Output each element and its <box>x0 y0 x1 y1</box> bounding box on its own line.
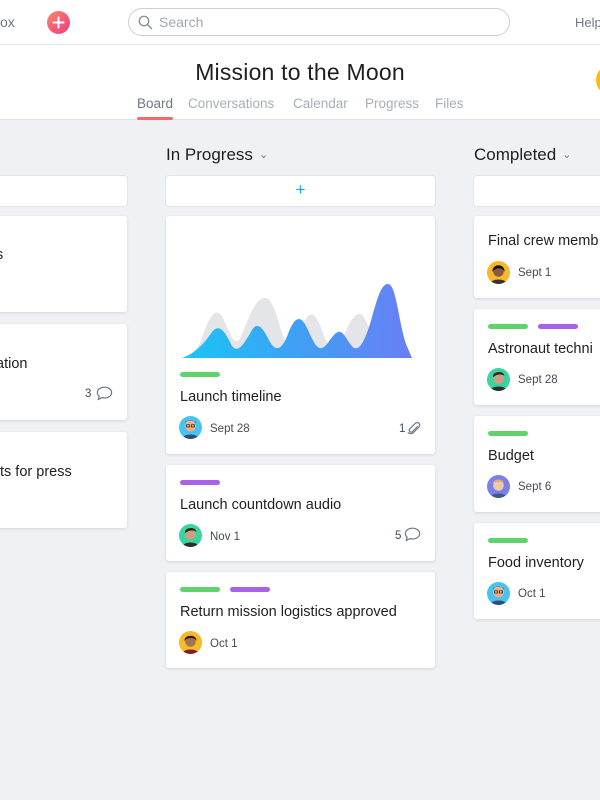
left-card-3[interactable]: ts for press <box>0 432 127 528</box>
project-title: Mission to the Moon <box>195 59 405 85</box>
search-bar[interactable] <box>128 8 510 36</box>
tag-green <box>488 324 528 329</box>
avatar[interactable] <box>487 368 510 391</box>
avatar[interactable] <box>487 261 510 284</box>
plus-icon <box>52 16 65 29</box>
tab-board[interactable]: Board <box>137 96 174 120</box>
help-link[interactable]: Help <box>575 15 600 30</box>
card-title: Return mission logistics approved <box>180 604 397 620</box>
paperclip-icon <box>407 421 421 435</box>
due-date: Sept 1 <box>518 267 552 279</box>
tab-conversations[interactable]: Conversations <box>188 96 275 111</box>
chevron-down-icon[interactable]: ⌄ <box>258 149 269 161</box>
comment-icon <box>404 527 421 542</box>
tab-calendar[interactable]: Calendar <box>293 96 348 111</box>
in-progress-add-task[interactable]: + <box>166 176 435 206</box>
avatar[interactable] <box>487 582 510 605</box>
cover-chart-image <box>182 284 412 358</box>
tag-green <box>180 372 220 377</box>
card-title: Food inventory <box>488 555 584 571</box>
column-header-in-progress[interactable]: In Progress ⌄ <box>166 145 268 165</box>
tag-purple <box>538 324 578 329</box>
search-icon <box>138 15 153 30</box>
due-date: Nov 1 <box>210 531 241 543</box>
column-title: In Progress <box>166 145 253 164</box>
project-header: Mission to the Moon Board Conversations … <box>0 45 600 120</box>
comment-icon <box>96 386 113 401</box>
card-title: Final crew memb <box>488 233 599 249</box>
due-date: Sept 6 <box>518 481 552 493</box>
quick-add-button[interactable] <box>47 11 70 34</box>
tag-green <box>488 538 528 543</box>
task-card-astronaut-training[interactable]: Astronaut techni Sept 28 <box>474 309 600 405</box>
inbox-link[interactable]: ox <box>0 14 15 30</box>
user-avatar[interactable] <box>596 65 600 95</box>
card-title: ation <box>0 356 28 372</box>
comment-count: 5 <box>395 530 402 542</box>
avatar[interactable] <box>487 475 510 498</box>
tab-files[interactable]: Files <box>435 96 464 111</box>
tag-green <box>180 587 220 592</box>
comment-count: 3 <box>85 388 92 400</box>
tab-progress[interactable]: Progress <box>365 96 420 111</box>
avatar[interactable] <box>179 524 202 547</box>
avatar[interactable] <box>179 631 202 654</box>
card-title: Astronaut techni <box>488 341 593 357</box>
task-card-budget[interactable]: Budget Sept 6 <box>474 416 600 512</box>
card-title: ts for press <box>0 464 72 480</box>
task-card-launch-timeline[interactable]: Launch timeline Sept 28 1 <box>166 216 435 454</box>
completed-add-task[interactable] <box>474 176 600 206</box>
top-bar: ox Help <box>0 0 600 45</box>
tag-purple <box>180 480 220 485</box>
due-date: Sept 28 <box>518 374 558 386</box>
chevron-down-icon[interactable]: ⌄ <box>562 149 572 161</box>
card-title: Budget <box>488 448 534 464</box>
task-card-return-mission-logistics[interactable]: Return mission logistics approved Oct 1 <box>166 572 435 668</box>
task-card-food-inventory[interactable]: Food inventory Oct 1 <box>474 523 600 619</box>
left-card-1[interactable]: s <box>0 216 127 312</box>
tag-purple <box>230 587 270 592</box>
avatar[interactable] <box>179 416 202 439</box>
tag-green <box>488 431 528 436</box>
card-title: s <box>0 247 3 263</box>
column-header-completed[interactable]: Completed ⌄ <box>474 145 571 165</box>
due-date: Oct 1 <box>210 638 238 650</box>
card-title: Launch countdown audio <box>180 497 342 513</box>
search-input[interactable] <box>159 13 489 31</box>
due-date: Sept 28 <box>210 423 250 435</box>
left-card-2[interactable]: ation 3 <box>0 324 127 420</box>
due-date: Oct 1 <box>518 588 546 600</box>
left-column-add-task[interactable] <box>0 176 127 206</box>
task-card-launch-countdown-audio[interactable]: Launch countdown audio Nov 1 5 <box>166 465 435 561</box>
card-title: Launch timeline <box>180 389 282 405</box>
attachment-count: 1 <box>399 423 406 435</box>
column-title: Completed <box>474 145 557 164</box>
task-card-final-crew[interactable]: Final crew memb Sept 1 <box>474 216 600 298</box>
plus-icon: + <box>295 180 306 199</box>
